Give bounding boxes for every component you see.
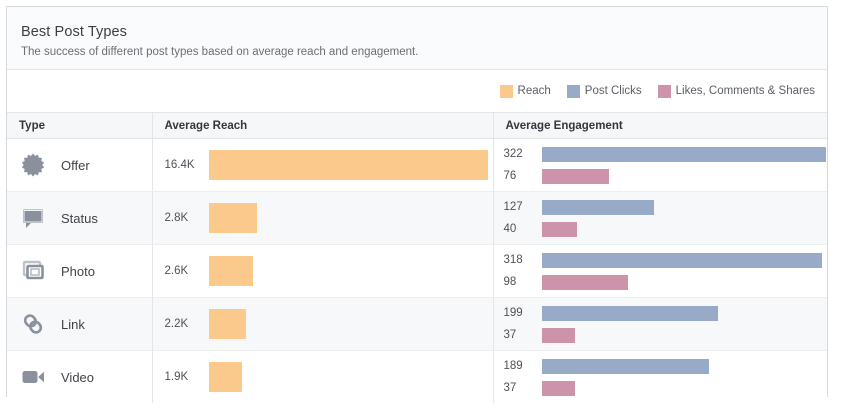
likes-comments-shares-bar bbox=[541, 274, 628, 290]
post-type-label: Offer bbox=[61, 157, 90, 173]
column-header-type: Type bbox=[7, 112, 152, 139]
post-clicks-value-label: 322 bbox=[503, 148, 523, 160]
likes-comments-shares-bar bbox=[541, 221, 577, 237]
reach-bar bbox=[208, 362, 242, 392]
reach-bar bbox=[208, 256, 253, 286]
offer-badge-icon bbox=[20, 152, 46, 178]
link-chain-icon bbox=[20, 311, 46, 337]
type-cell: Link bbox=[7, 297, 152, 351]
post-clicks-bar bbox=[541, 146, 826, 162]
reach-bar bbox=[208, 203, 257, 233]
reach-bar bbox=[208, 150, 488, 180]
table-row[interactable]: Photo 2.6K 318 98 bbox=[7, 244, 827, 298]
type-cell: Status bbox=[7, 191, 152, 245]
post-type-label: Link bbox=[61, 316, 85, 332]
likes-comments-shares-value-label: 98 bbox=[503, 276, 517, 288]
average-engagement-cell: 189 37 bbox=[492, 350, 827, 403]
average-reach-cell: 1.9K bbox=[151, 350, 493, 403]
legend-item: Reach bbox=[499, 84, 551, 98]
table-row[interactable]: Video 1.9K 189 37 bbox=[7, 350, 827, 403]
likes-comments-shares-bar bbox=[541, 380, 575, 396]
status-speech-bubble-icon bbox=[20, 205, 46, 231]
reach-value-label: 2.8K bbox=[164, 212, 189, 224]
legend-swatch-likes-comments-shares bbox=[657, 84, 671, 98]
table-header-row: Type Average Reach Average Engagement bbox=[7, 112, 827, 139]
average-reach-cell: 16.4K bbox=[151, 138, 493, 192]
type-cell: Offer bbox=[7, 138, 152, 192]
average-reach-cell: 2.8K bbox=[151, 191, 493, 245]
column-header-average-reach: Average Reach bbox=[151, 112, 493, 139]
legend-item: Post Clicks bbox=[566, 84, 642, 98]
post-clicks-bar bbox=[541, 252, 822, 268]
average-engagement-cell: 127 40 bbox=[492, 191, 827, 245]
likes-comments-shares-value-label: 37 bbox=[503, 329, 517, 341]
photo-frames-icon bbox=[20, 258, 46, 284]
likes-comments-shares-value-label: 40 bbox=[503, 223, 517, 235]
reach-value-label: 1.9K bbox=[164, 371, 189, 383]
likes-comments-shares-bar bbox=[541, 327, 575, 343]
average-engagement-cell: 199 37 bbox=[492, 297, 827, 351]
type-cell: Video bbox=[7, 350, 152, 403]
likes-comments-shares-bar bbox=[541, 168, 609, 184]
post-clicks-value-label: 127 bbox=[503, 201, 523, 213]
legend-swatch-post-clicks bbox=[566, 84, 580, 98]
reach-value-label: 2.6K bbox=[164, 265, 189, 277]
average-reach-cell: 2.2K bbox=[151, 297, 493, 351]
post-clicks-value-label: 199 bbox=[503, 307, 523, 319]
card-subtitle: The success of different post types base… bbox=[21, 46, 419, 58]
post-type-label: Photo bbox=[61, 263, 95, 279]
average-reach-cell: 2.6K bbox=[151, 244, 493, 298]
legend-item-label: Likes, Comments & Shares bbox=[675, 85, 815, 97]
video-camera-icon bbox=[20, 364, 46, 390]
legend-item-label: Post Clicks bbox=[584, 85, 642, 97]
likes-comments-shares-value-label: 76 bbox=[503, 170, 517, 182]
post-clicks-value-label: 318 bbox=[503, 254, 523, 266]
post-clicks-bar bbox=[541, 199, 654, 215]
table-row[interactable]: Offer 16.4K 322 76 bbox=[7, 138, 827, 192]
table-row[interactable]: Status 2.8K 127 40 bbox=[7, 191, 827, 245]
card-header: Best Post Types The success of different… bbox=[7, 7, 827, 70]
post-clicks-bar bbox=[541, 358, 709, 374]
reach-value-label: 2.2K bbox=[164, 318, 189, 330]
average-engagement-cell: 322 76 bbox=[492, 138, 827, 192]
post-types-table: Type Average Reach Average Engagement Of… bbox=[7, 112, 827, 403]
legend-item-label: Reach bbox=[517, 85, 551, 97]
post-type-label: Status bbox=[61, 210, 98, 226]
legend-swatch-reach bbox=[499, 84, 513, 98]
table-row[interactable]: Link 2.2K 199 37 bbox=[7, 297, 827, 351]
page-title: Best Post Types bbox=[21, 24, 128, 40]
reach-bar bbox=[208, 309, 246, 339]
legend-item: Likes, Comments & Shares bbox=[657, 84, 815, 98]
post-type-label: Video bbox=[61, 369, 95, 385]
likes-comments-shares-value-label: 37 bbox=[503, 382, 517, 394]
reach-value-label: 16.4K bbox=[164, 159, 195, 171]
chart-legend: Reach Post Clicks Likes, Comments & Shares bbox=[7, 70, 827, 112]
post-clicks-bar bbox=[541, 305, 718, 321]
type-cell: Photo bbox=[7, 244, 152, 298]
average-engagement-cell: 318 98 bbox=[492, 244, 827, 298]
table-body: Offer 16.4K 322 76 Status 2.8K 127 40 Photo 2.6K 3… bbox=[7, 138, 827, 403]
best-post-types-card: Best Post Types The success of different… bbox=[6, 6, 828, 403]
post-clicks-value-label: 189 bbox=[503, 360, 523, 372]
column-header-average-engagement: Average Engagement bbox=[492, 112, 827, 139]
